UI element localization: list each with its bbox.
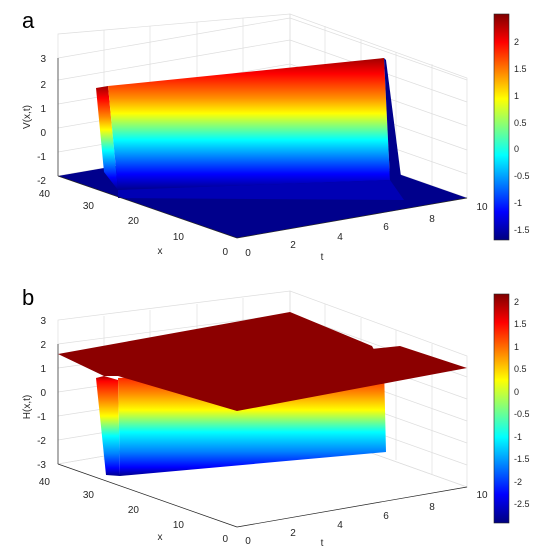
x-tick-label: 0: [222, 534, 228, 545]
panel-a-x-ticks: 0 10 20 30 40: [39, 189, 229, 258]
t-tick-label: 10: [476, 202, 488, 213]
colorbar-tick-label: 0: [514, 387, 519, 397]
panel-a-colorbar: 2 1.5 1 0.5 0 -0.5 -1 -1.5: [493, 13, 530, 241]
t-tick-label: 6: [383, 222, 389, 233]
colorbar-tick-label: -1: [514, 198, 522, 208]
t-tick-label: 8: [429, 502, 435, 513]
panel-a-axes: [57, 58, 468, 239]
z-tick-label: 0: [40, 388, 46, 399]
colorbar-tick-label: -0.5: [514, 409, 530, 419]
colorbar-tick-label: 1: [514, 342, 519, 352]
t-tick-label: 4: [337, 232, 343, 243]
colorbar-tick-label: 1: [514, 91, 519, 101]
panel-a-x-axis-label: x: [158, 246, 163, 257]
x-tick-label: 10: [173, 232, 185, 243]
panel-a: a: [22, 8, 530, 263]
panel-b-t-axis-label: t: [321, 538, 324, 549]
panel-a-t-axis-label: t: [321, 252, 324, 263]
z-tick-label: -1: [37, 412, 46, 423]
panel-b-t-ticks: 0 2 4 6 8 10: [245, 490, 488, 547]
x-tick-label: 40: [39, 477, 51, 488]
surface-a-front-face: [108, 58, 390, 190]
t-tick-label: 2: [290, 528, 296, 539]
colorbar-tick-label: 2: [514, 297, 519, 307]
colorbar-tick-label: 0.5: [514, 118, 527, 128]
surface-a-left-rise: [96, 86, 118, 190]
colorbar-tick-label: -2: [514, 477, 522, 487]
colorbar-tick-label: 0: [514, 144, 519, 154]
panel-a-label: a: [22, 8, 35, 33]
x-tick-label: 40: [39, 189, 51, 200]
surface-a-right-drop: [384, 58, 404, 200]
z-tick-label: -1: [37, 152, 46, 163]
z-tick-label: -2: [37, 176, 46, 187]
t-tick-label: 10: [476, 490, 488, 501]
colorbar-b: [493, 293, 510, 524]
z-tick-label: -3: [37, 460, 46, 471]
colorbar-tick-label: 2: [514, 37, 519, 47]
t-tick-label: 4: [337, 520, 343, 531]
colorbar-tick-label: 0.5: [514, 364, 527, 374]
colorbar-tick-label: -0.5: [514, 171, 530, 181]
colorbar-tick-label: -1: [514, 432, 522, 442]
z-tick-label: 1: [40, 364, 46, 375]
x-tick-label: 20: [128, 505, 140, 516]
colorbar-tick-label: -2.5: [514, 499, 530, 509]
panel-b-z-axis-label: H(x,t): [22, 395, 33, 419]
z-tick-label: -2: [37, 436, 46, 447]
t-tick-label: 8: [429, 214, 435, 225]
colorbar-tick-label: 1.5: [514, 319, 527, 329]
panel-a-t-ticks: 0 2 4 6 8 10: [245, 202, 488, 259]
colorbar-tick-label: -1.5: [514, 225, 530, 235]
surface-b-front-plateau: [118, 346, 467, 411]
colorbar-a: [493, 13, 510, 241]
panel-a-z-ticks: -2 -1 0 1 2 3: [37, 54, 46, 187]
t-tick-label: 6: [383, 511, 389, 522]
panel-b-label: b: [22, 285, 34, 310]
z-tick-label: 0: [40, 128, 46, 139]
surface-b: [58, 312, 467, 476]
panel-b-x-ticks: 0 10 20 30 40: [39, 477, 229, 545]
surface-a-base-edge: [118, 180, 404, 200]
x-tick-label: 20: [128, 216, 140, 227]
t-tick-label: 0: [245, 536, 251, 547]
x-tick-label: 10: [173, 520, 185, 531]
panel-b-axes: [57, 344, 468, 528]
surface-b-left-well-wall: [96, 376, 120, 476]
panel-a-z-axis-label: V(x,t): [22, 105, 33, 129]
z-tick-label: 2: [40, 80, 46, 91]
colorbar-tick-label: 1.5: [514, 64, 527, 74]
x-tick-label: 30: [83, 490, 95, 501]
panel-b-x-axis-label: x: [158, 532, 163, 543]
t-tick-label: 2: [290, 240, 296, 251]
panel-b-z-ticks: -3 -2 -1 0 1 2 3: [37, 316, 46, 471]
panel-b: b: [22, 285, 530, 549]
panel-b-colorbar: 2 1.5 1 0.5 0 -0.5 -1 -1.5 -2 -2.5: [493, 293, 530, 524]
x-tick-label: 30: [83, 201, 95, 212]
surface-a: [58, 58, 467, 238]
colorbar-tick-label: -1.5: [514, 454, 530, 464]
x-tick-label: 0: [222, 247, 228, 258]
t-tick-label: 0: [245, 248, 251, 259]
z-tick-label: 3: [40, 54, 46, 65]
z-tick-label: 2: [40, 340, 46, 351]
z-tick-label: 1: [40, 104, 46, 115]
z-tick-label: 3: [40, 316, 46, 327]
